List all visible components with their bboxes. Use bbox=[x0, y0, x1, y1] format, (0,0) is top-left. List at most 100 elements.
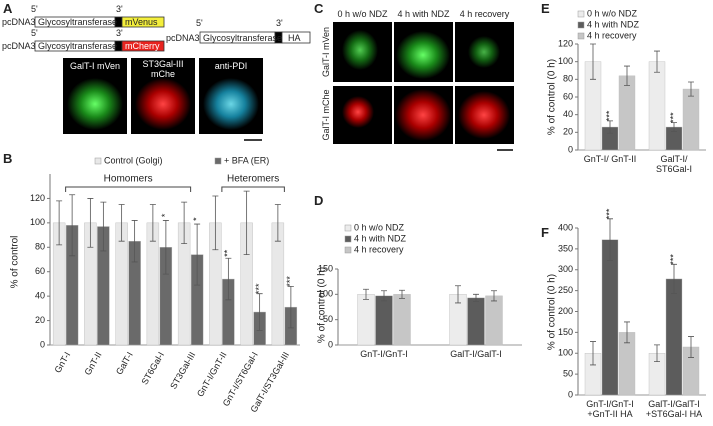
error-bar bbox=[654, 344, 660, 362]
error-bar bbox=[399, 289, 405, 299]
error-bar bbox=[473, 293, 479, 302]
legend-swatch bbox=[577, 21, 585, 29]
vector: pcDNA3 bbox=[2, 41, 36, 51]
bar bbox=[467, 297, 485, 346]
y-tick-label: 0 bbox=[568, 389, 573, 399]
y-tick-label: 100 bbox=[30, 217, 45, 227]
vector: pcDNA3 bbox=[166, 33, 200, 43]
image-label: anti-PDI bbox=[214, 61, 248, 71]
legend-swatch bbox=[577, 10, 585, 18]
legend-swatch bbox=[94, 157, 102, 165]
error-bar bbox=[455, 285, 461, 304]
legend-swatch bbox=[577, 32, 585, 40]
y-tick-label: 150 bbox=[318, 263, 333, 273]
five-prime: 5' bbox=[31, 28, 38, 38]
gene: Glycosyltransferase bbox=[38, 17, 118, 27]
legend-label: 4 h with NDZ bbox=[587, 19, 640, 29]
tag: mCherry bbox=[125, 41, 160, 51]
image-label: ST3Gal-III mChe bbox=[142, 59, 184, 79]
y-tick-label: 20 bbox=[35, 315, 45, 325]
x-tick-label: GnT-II bbox=[82, 350, 103, 377]
x-tick-label: ST3Gal-III bbox=[168, 350, 197, 391]
column-label: 0 h w/o NDZ bbox=[337, 9, 388, 19]
legend-label: 4 h recovery bbox=[587, 30, 637, 40]
column-label: 4 h recovery bbox=[459, 9, 510, 19]
error-bar bbox=[212, 195, 219, 251]
panel-label: C bbox=[314, 1, 324, 16]
error-bar bbox=[624, 321, 630, 344]
significance: *** bbox=[668, 112, 678, 123]
three-prime: 3' bbox=[276, 18, 283, 28]
legend-label: 4 h recovery bbox=[354, 244, 404, 254]
y-tick-label: 150 bbox=[558, 327, 573, 337]
error-bar bbox=[194, 223, 201, 286]
x-tick-label: GnT-I/GnT-I bbox=[360, 349, 408, 359]
legend-label: 0 h w/o NDZ bbox=[354, 222, 405, 232]
x-tick-label: GnT-I/GnT-II bbox=[195, 350, 229, 398]
y-tick-label: 350 bbox=[558, 243, 573, 253]
error-bar bbox=[671, 122, 677, 132]
three-prime: 3' bbox=[116, 4, 123, 14]
construct-boxes bbox=[34, 16, 311, 52]
y-tick-label: 100 bbox=[558, 348, 573, 358]
error-bar bbox=[363, 288, 369, 300]
significance: *** bbox=[604, 110, 614, 121]
error-bar bbox=[149, 204, 156, 242]
error-bar bbox=[100, 201, 107, 252]
error-bar bbox=[590, 341, 596, 366]
bar bbox=[601, 239, 619, 396]
x-tick-label: ST6Gal-I bbox=[139, 350, 166, 386]
y-axis-label: % of control (0 h) bbox=[547, 274, 558, 350]
bar bbox=[665, 278, 683, 396]
y-tick-label: 60 bbox=[563, 91, 573, 101]
row-label: GalT-I mVen bbox=[321, 26, 331, 78]
bar bbox=[648, 61, 666, 151]
three-prime: 3' bbox=[116, 28, 123, 38]
y-tick-label: 40 bbox=[35, 291, 45, 301]
error-bar bbox=[69, 194, 76, 257]
x-tick-label: GnT-I/GnT-I +GnT-II HA bbox=[586, 399, 634, 419]
y-tick-label: 200 bbox=[558, 306, 573, 316]
tag: HA bbox=[288, 33, 301, 43]
x-tick-label: GalT-I/GalT-I +ST6Gal-I HA bbox=[645, 399, 703, 419]
error-bar bbox=[607, 120, 613, 134]
error-bar bbox=[225, 257, 232, 301]
error-bar bbox=[256, 293, 263, 331]
significance: *** bbox=[668, 254, 678, 265]
significance: *** bbox=[254, 283, 264, 294]
error-bar bbox=[590, 43, 596, 80]
row-label: GalT-I mChe bbox=[321, 89, 331, 141]
y-tick-label: 400 bbox=[558, 222, 573, 232]
y-tick-label: 120 bbox=[30, 193, 45, 203]
error-bar bbox=[162, 220, 169, 275]
legend-swatch bbox=[214, 157, 222, 165]
bar bbox=[618, 75, 636, 151]
significance: ** bbox=[223, 249, 233, 257]
error-bar bbox=[381, 290, 387, 302]
gene: Glycosyltransferase bbox=[203, 33, 283, 43]
y-axis-label: % of control (0 h) bbox=[547, 59, 558, 135]
panel-label: F bbox=[541, 225, 549, 240]
legend-label: Control (Golgi) bbox=[104, 155, 163, 165]
y-tick-label: 250 bbox=[558, 285, 573, 295]
bar bbox=[375, 295, 393, 346]
significance: * bbox=[192, 217, 202, 221]
micrographs-a bbox=[63, 58, 263, 141]
error-bar bbox=[607, 218, 613, 261]
significance: *** bbox=[285, 276, 295, 287]
five-prime: 5' bbox=[31, 4, 38, 14]
error-bar bbox=[56, 200, 63, 246]
error-bar bbox=[287, 285, 294, 329]
error-bar bbox=[87, 198, 94, 248]
error-bar bbox=[491, 290, 497, 302]
error-bar bbox=[688, 81, 694, 97]
y-tick-label: 50 bbox=[323, 314, 333, 324]
bar bbox=[485, 295, 503, 346]
x-tick-label: GnT-I bbox=[52, 350, 72, 374]
error-bar bbox=[243, 190, 250, 256]
panel-label: B bbox=[3, 151, 13, 166]
y-tick-label: 40 bbox=[563, 109, 573, 119]
error-bar bbox=[274, 204, 281, 242]
